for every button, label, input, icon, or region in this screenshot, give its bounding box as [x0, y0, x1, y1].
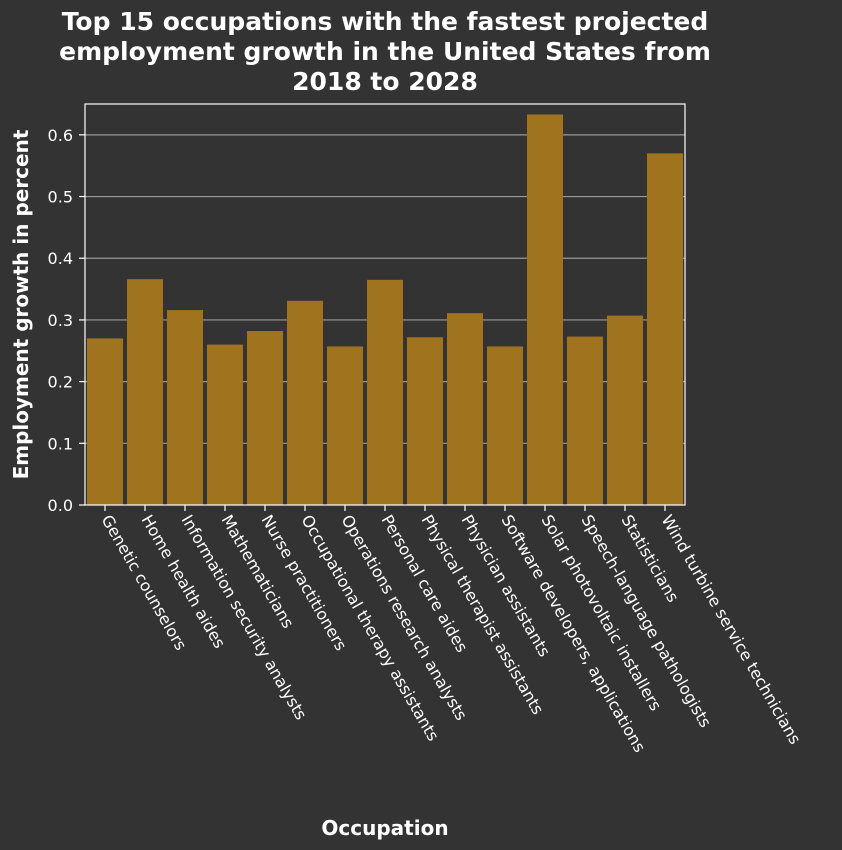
- y-tick-label: 0.1: [48, 434, 73, 453]
- bars: [87, 114, 683, 505]
- y-tick-label: 0.5: [48, 188, 73, 207]
- bar: [647, 153, 683, 505]
- x-axis-title: Occupation: [321, 816, 448, 840]
- bar: [527, 114, 563, 505]
- chart-title-line-3: 2018 to 2028: [292, 67, 478, 96]
- bar: [607, 315, 643, 505]
- bar: [167, 310, 203, 505]
- y-tick-label: 0.4: [48, 249, 73, 268]
- chart-title-line-1: Top 15 occupations with the fastest proj…: [62, 7, 709, 36]
- bar: [367, 279, 403, 505]
- chart-title-line-2: employment growth in the United States f…: [59, 37, 711, 66]
- y-axis-title: Employment growth in percent: [9, 129, 33, 479]
- bar: [487, 346, 523, 505]
- bar: [127, 279, 163, 505]
- y-tick-label: 0.2: [48, 373, 73, 392]
- y-tick-label: 0.0: [48, 496, 73, 515]
- bar: [247, 331, 283, 505]
- chart-title: Top 15 occupations with the fastest proj…: [59, 7, 711, 96]
- y-tick-label: 0.3: [48, 311, 73, 330]
- bar: [407, 337, 443, 505]
- y-axis: 0.0 0.1 0.2 0.3 0.4 0.5 0.6: [48, 126, 85, 515]
- bar: [207, 344, 243, 505]
- bar: [447, 313, 483, 505]
- bar: [567, 336, 603, 505]
- bar: [287, 300, 323, 505]
- y-tick-label: 0.6: [48, 126, 73, 145]
- bar: [87, 338, 123, 505]
- x-tick-label: Wind turbine service technicians: [658, 512, 805, 748]
- bar: [327, 346, 363, 505]
